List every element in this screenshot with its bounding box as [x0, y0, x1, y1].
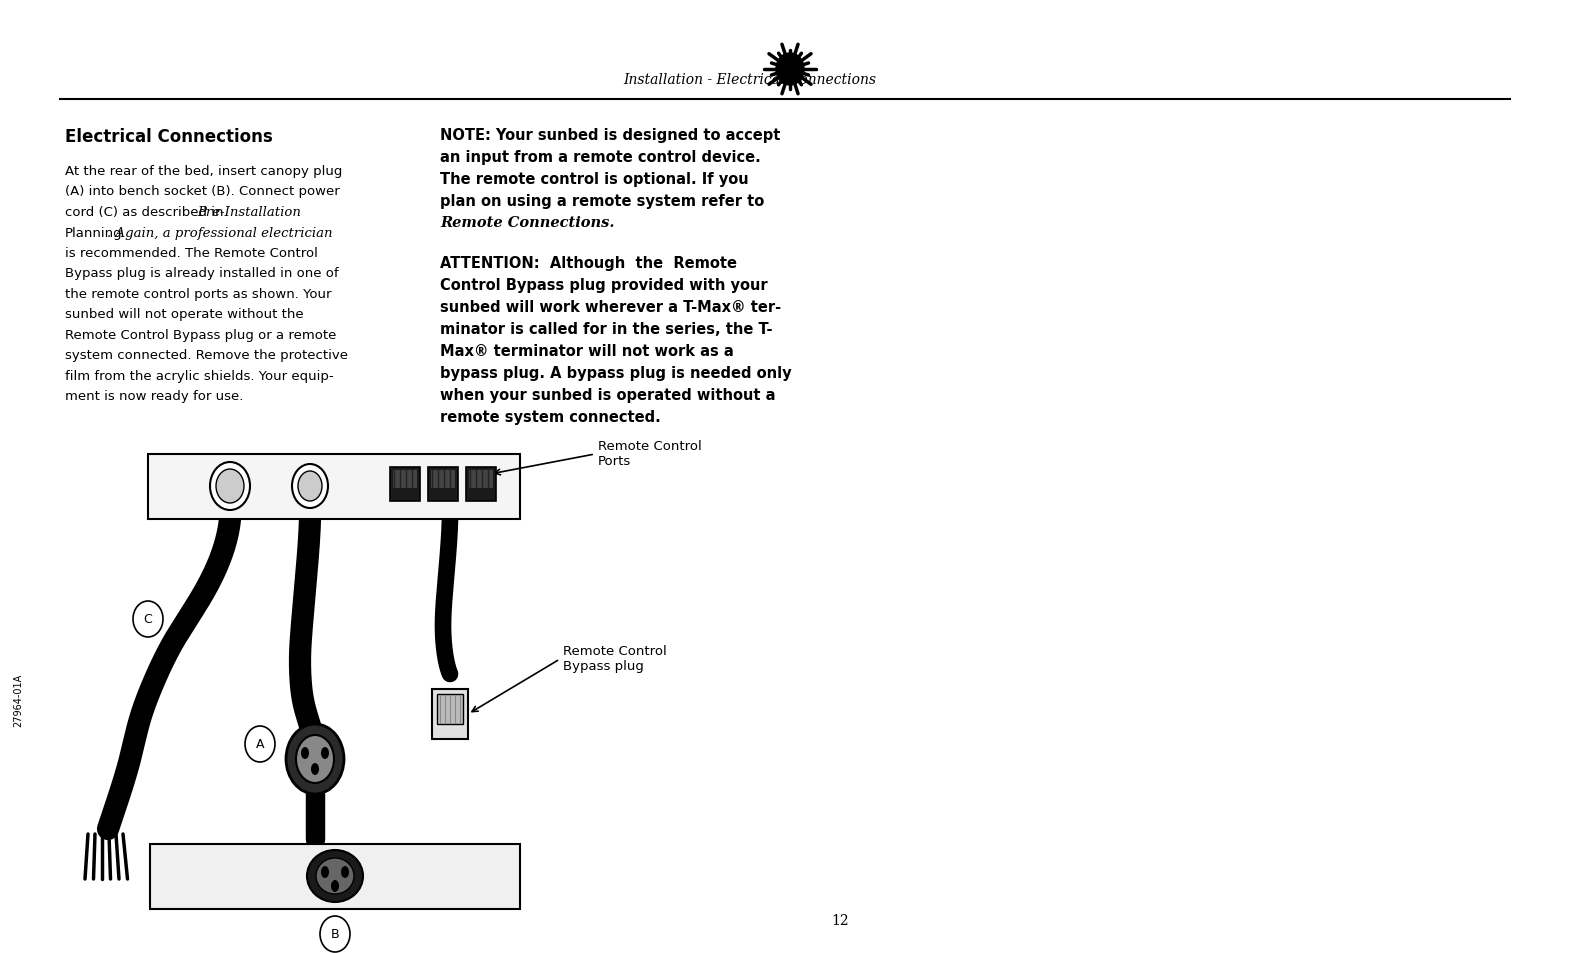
Ellipse shape	[316, 858, 354, 894]
Text: system connected. Remove the protective: system connected. Remove the protective	[64, 349, 347, 362]
Text: the remote control ports as shown. Your: the remote control ports as shown. Your	[64, 288, 332, 301]
Bar	[393, 471, 417, 489]
Text: Remote Control
Bypass plug: Remote Control Bypass plug	[563, 644, 667, 672]
Text: A: A	[256, 738, 264, 751]
Text: 27964-01A: 27964-01A	[13, 673, 24, 726]
Ellipse shape	[286, 724, 344, 794]
Text: when your sunbed is operated without a: when your sunbed is operated without a	[440, 388, 775, 402]
Text: NOTE: Your sunbed is designed to accept: NOTE: Your sunbed is designed to accept	[440, 128, 780, 143]
Ellipse shape	[215, 470, 244, 503]
Ellipse shape	[321, 916, 351, 952]
Text: Remote Connections.: Remote Connections.	[440, 215, 615, 230]
Bar	[432, 689, 468, 740]
Ellipse shape	[311, 763, 319, 775]
Text: 12: 12	[832, 913, 849, 927]
Ellipse shape	[300, 747, 310, 760]
Bar	[149, 844, 520, 909]
Ellipse shape	[307, 850, 363, 902]
Text: bypass plug. A bypass plug is needed only: bypass plug. A bypass plug is needed onl…	[440, 366, 792, 380]
Text: B: B	[330, 927, 340, 941]
Text: Control Bypass plug provided with your: Control Bypass plug provided with your	[440, 277, 767, 293]
Text: Installation - Electrical Connections: Installation - Electrical Connections	[624, 73, 877, 87]
Text: At the rear of the bed, insert canopy plug: At the rear of the bed, insert canopy pl…	[64, 165, 343, 178]
Bar	[437, 695, 464, 724]
Ellipse shape	[321, 866, 329, 878]
Text: sunbed will not operate without the: sunbed will not operate without the	[64, 308, 303, 321]
Text: Max® terminator will not work as a: Max® terminator will not work as a	[440, 344, 734, 358]
Ellipse shape	[321, 747, 329, 760]
Ellipse shape	[332, 880, 340, 892]
Text: Pre-Installation: Pre-Installation	[198, 206, 302, 219]
Bar	[468, 471, 494, 489]
Text: (A) into bench socket (B). Connect power: (A) into bench socket (B). Connect power	[64, 185, 340, 198]
Text: C: C	[143, 613, 152, 626]
Ellipse shape	[211, 462, 250, 511]
Bar	[431, 471, 454, 489]
Bar	[390, 468, 420, 501]
Bar	[428, 468, 457, 501]
Text: film from the acrylic shields. Your equip-: film from the acrylic shields. Your equi…	[64, 370, 333, 382]
Text: an input from a remote control device.: an input from a remote control device.	[440, 150, 761, 165]
Ellipse shape	[777, 54, 803, 86]
Ellipse shape	[292, 464, 329, 509]
Text: plan on using a remote system refer to: plan on using a remote system refer to	[440, 193, 764, 209]
Ellipse shape	[134, 601, 163, 638]
Text: Remote Control
Ports: Remote Control Ports	[597, 439, 701, 468]
Text: Remote Control Bypass plug or a remote: Remote Control Bypass plug or a remote	[64, 329, 336, 341]
Text: is recommended. The Remote Control: is recommended. The Remote Control	[64, 247, 318, 260]
Text: Electrical Connections: Electrical Connections	[64, 128, 274, 146]
Text: . Again, a professional electrician: . Again, a professional electrician	[107, 226, 333, 239]
Ellipse shape	[296, 735, 333, 783]
Text: ATTENTION:  Although  the  Remote: ATTENTION: Although the Remote	[440, 255, 737, 271]
Ellipse shape	[245, 726, 275, 762]
Text: Bypass plug is already installed in one of: Bypass plug is already installed in one …	[64, 267, 338, 280]
Text: sunbed will work wherever a T-Max® ter-: sunbed will work wherever a T-Max® ter-	[440, 299, 781, 314]
Text: The remote control is optional. If you: The remote control is optional. If you	[440, 172, 748, 187]
Text: ment is now ready for use.: ment is now ready for use.	[64, 390, 244, 403]
Text: remote system connected.: remote system connected.	[440, 410, 660, 424]
Ellipse shape	[341, 866, 349, 878]
Bar	[148, 455, 520, 519]
Text: Planning: Planning	[64, 226, 123, 239]
Text: cord (C) as described in: cord (C) as described in	[64, 206, 228, 219]
Bar	[465, 468, 497, 501]
Text: minator is called for in the series, the T-: minator is called for in the series, the…	[440, 322, 772, 336]
Ellipse shape	[299, 472, 322, 501]
